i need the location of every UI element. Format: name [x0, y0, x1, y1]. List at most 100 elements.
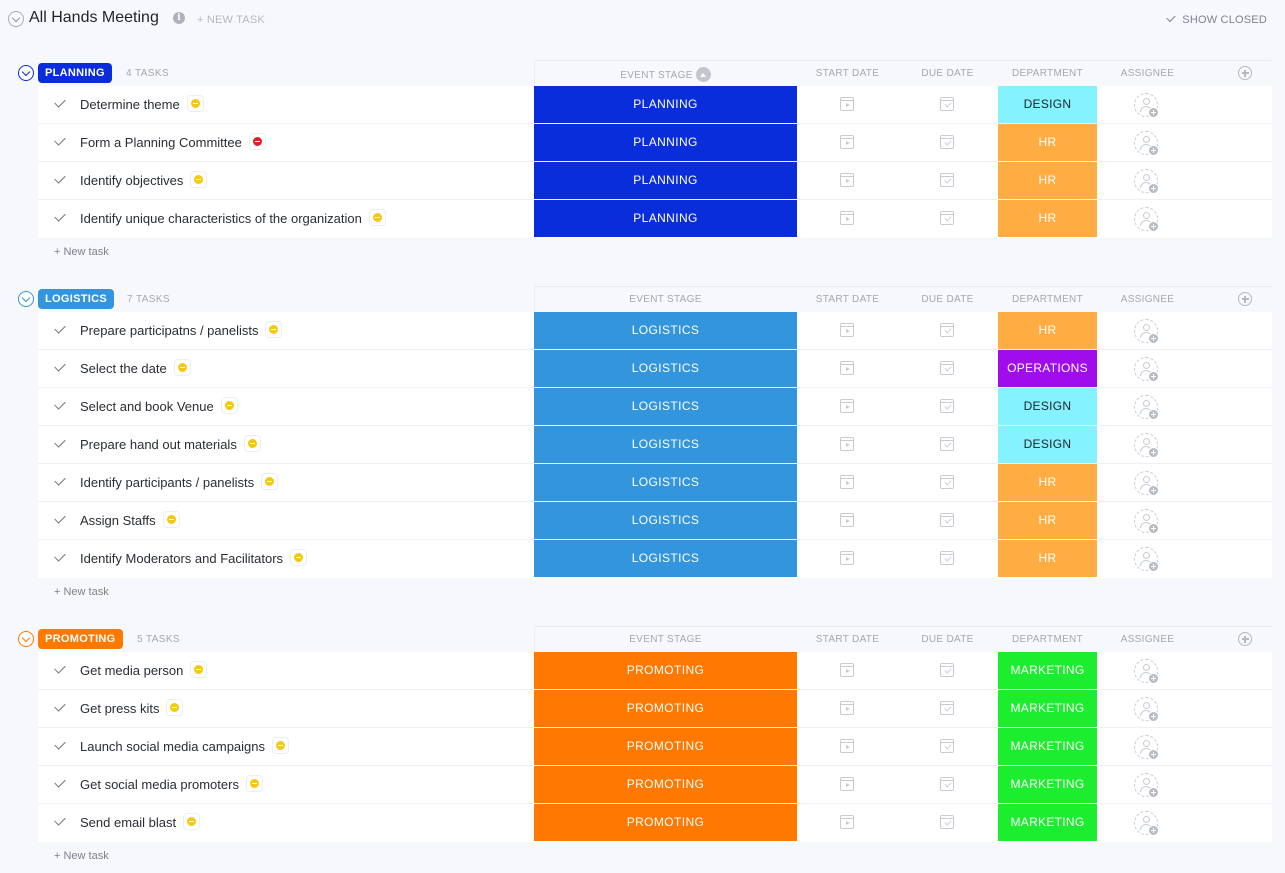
task-name[interactable]: Identify participants / panelists [80, 473, 279, 492]
department-cell[interactable]: MARKETING [998, 804, 1097, 841]
add-assignee-avatar-icon[interactable] [1134, 131, 1159, 156]
due-date-calendar-icon[interactable] [940, 701, 954, 715]
group-collapse-chevron-icon[interactable] [18, 65, 34, 81]
add-assignee-avatar-icon[interactable] [1134, 509, 1159, 534]
department-cell[interactable]: HR [998, 124, 1097, 161]
table-row[interactable]: Prepare hand out materials LOGISTICS DESIG… [38, 426, 1272, 464]
start-date-calendar-icon[interactable] [840, 97, 854, 111]
start-date-calendar-icon[interactable] [840, 211, 854, 225]
due-date-calendar-icon[interactable] [940, 135, 954, 149]
normal-priority-flag-icon[interactable] [162, 511, 180, 529]
task-name[interactable]: Prepare hand out materials [80, 435, 261, 454]
start-date-calendar-icon[interactable] [840, 777, 854, 791]
department-cell[interactable]: HR [998, 162, 1097, 199]
table-row[interactable]: Get media person PROMOTING MARKETING [38, 652, 1272, 690]
column-header-department[interactable]: DEPARTMENT [1012, 68, 1083, 79]
event-stage-cell[interactable]: PROMOTING [534, 652, 797, 689]
info-icon[interactable]: i [173, 12, 185, 24]
due-date-calendar-icon[interactable] [940, 173, 954, 187]
task-name[interactable]: Identify unique characteristics of the o… [80, 209, 386, 228]
due-date-calendar-icon[interactable] [940, 97, 954, 111]
table-row[interactable]: Identify participants / panelists LOGISTI… [38, 464, 1272, 502]
due-date-calendar-icon[interactable] [940, 739, 954, 753]
complete-check-icon[interactable] [54, 322, 66, 334]
urgent-priority-flag-icon[interactable] [248, 133, 266, 151]
normal-priority-flag-icon[interactable] [173, 359, 191, 377]
complete-check-icon[interactable] [54, 436, 66, 448]
add-assignee-avatar-icon[interactable] [1134, 547, 1159, 572]
start-date-calendar-icon[interactable] [840, 739, 854, 753]
complete-check-icon[interactable] [54, 700, 66, 712]
event-stage-cell[interactable]: LOGISTICS [534, 350, 797, 387]
event-stage-cell[interactable]: LOGISTICS [534, 388, 797, 425]
due-date-calendar-icon[interactable] [940, 399, 954, 413]
add-assignee-avatar-icon[interactable] [1134, 773, 1159, 798]
task-name[interactable]: Get media person [80, 661, 208, 680]
normal-priority-flag-icon[interactable] [186, 95, 204, 113]
department-cell[interactable]: HR [998, 502, 1097, 539]
complete-check-icon[interactable] [54, 134, 66, 146]
add-column-plus-icon[interactable] [1238, 292, 1252, 306]
department-cell[interactable]: HR [998, 312, 1097, 349]
start-date-calendar-icon[interactable] [840, 399, 854, 413]
table-row[interactable]: Identify Moderators and Facilitators LOGI… [38, 540, 1272, 578]
column-header-start-date[interactable]: START DATE [815, 294, 880, 305]
task-name[interactable]: Identify objectives [80, 171, 208, 190]
group-status-badge[interactable]: PROMOTING [38, 629, 123, 649]
task-name[interactable]: Assign Staffs [80, 511, 180, 530]
add-assignee-avatar-icon[interactable] [1134, 169, 1159, 194]
complete-check-icon[interactable] [54, 550, 66, 562]
complete-check-icon[interactable] [54, 814, 66, 826]
complete-check-icon[interactable] [54, 512, 66, 524]
due-date-calendar-icon[interactable] [940, 323, 954, 337]
column-header-event-stage[interactable]: EVENT STAGE [629, 294, 702, 305]
start-date-calendar-icon[interactable] [840, 815, 854, 829]
column-header-due-date[interactable]: DUE DATE [921, 68, 974, 79]
event-stage-cell[interactable]: PROMOTING [534, 728, 797, 765]
due-date-calendar-icon[interactable] [940, 513, 954, 527]
task-name[interactable]: Form a Planning Committee [80, 133, 266, 152]
complete-check-icon[interactable] [54, 360, 66, 372]
table-row[interactable]: Prepare participatns / panelists LOGISTIC… [38, 312, 1272, 350]
event-stage-cell[interactable]: LOGISTICS [534, 540, 797, 577]
normal-priority-flag-icon[interactable] [261, 473, 279, 491]
normal-priority-flag-icon[interactable] [183, 813, 201, 831]
add-assignee-avatar-icon[interactable] [1134, 659, 1159, 684]
table-row[interactable]: Get social media promoters PROMOTING MARKE… [38, 766, 1272, 804]
task-name[interactable]: Prepare participatns / panelists [80, 321, 283, 340]
new-task-row-button[interactable]: + New task [54, 586, 109, 598]
event-stage-cell[interactable]: PLANNING [534, 200, 797, 237]
complete-check-icon[interactable] [54, 474, 66, 486]
complete-check-icon[interactable] [54, 398, 66, 410]
event-stage-cell[interactable]: LOGISTICS [534, 426, 797, 463]
start-date-calendar-icon[interactable] [840, 437, 854, 451]
task-name[interactable]: Select the date [80, 359, 191, 378]
event-stage-cell[interactable]: LOGISTICS [534, 312, 797, 349]
add-assignee-avatar-icon[interactable] [1134, 735, 1159, 760]
normal-priority-flag-icon[interactable] [190, 661, 208, 679]
department-cell[interactable]: HR [998, 200, 1097, 237]
task-name[interactable]: Select and book Venue [80, 397, 238, 416]
department-cell[interactable]: MARKETING [998, 728, 1097, 765]
normal-priority-flag-icon[interactable] [245, 775, 263, 793]
column-header-department[interactable]: DEPARTMENT [1012, 634, 1083, 645]
normal-priority-flag-icon[interactable] [243, 435, 261, 453]
start-date-calendar-icon[interactable] [840, 135, 854, 149]
add-assignee-avatar-icon[interactable] [1134, 93, 1159, 118]
task-name[interactable]: Get press kits [80, 699, 184, 718]
add-assignee-avatar-icon[interactable] [1134, 471, 1159, 496]
table-row[interactable]: Determine theme PLANNING DESIGN [38, 86, 1272, 124]
normal-priority-flag-icon[interactable] [290, 549, 308, 567]
add-assignee-avatar-icon[interactable] [1134, 319, 1159, 344]
start-date-calendar-icon[interactable] [840, 701, 854, 715]
table-row[interactable]: Get press kits PROMOTING MARKETING [38, 690, 1272, 728]
add-column-plus-icon[interactable] [1238, 632, 1252, 646]
group-status-badge[interactable]: PLANNING [38, 63, 112, 83]
event-stage-cell[interactable]: LOGISTICS [534, 464, 797, 501]
complete-check-icon[interactable] [54, 210, 66, 222]
column-header-assignee[interactable]: ASSIGNEE [1120, 68, 1175, 79]
column-header-assignee[interactable]: ASSIGNEE [1120, 634, 1175, 645]
event-stage-cell[interactable]: LOGISTICS [534, 502, 797, 539]
start-date-calendar-icon[interactable] [840, 551, 854, 565]
table-row[interactable]: Select the date LOGISTICS OPERATIONS [38, 350, 1272, 388]
